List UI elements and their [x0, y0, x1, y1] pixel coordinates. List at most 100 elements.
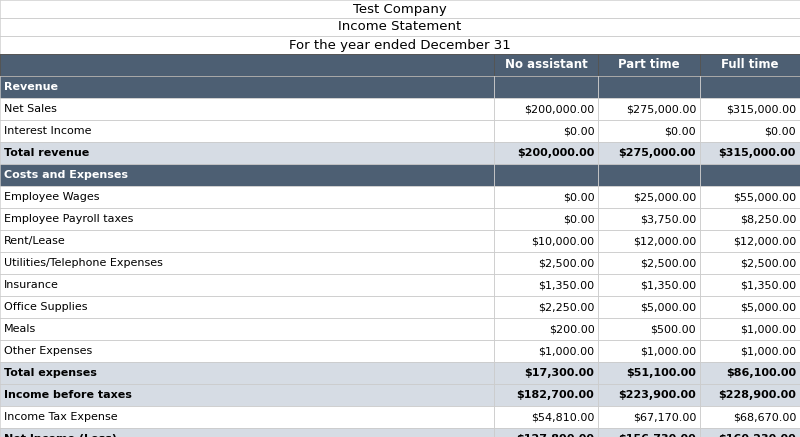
- Bar: [700, 428, 800, 437]
- Bar: [598, 362, 700, 384]
- Bar: [598, 296, 700, 318]
- Text: $2,250.00: $2,250.00: [538, 302, 594, 312]
- Bar: [700, 406, 800, 428]
- Text: Office Supplies: Office Supplies: [4, 302, 87, 312]
- Bar: [494, 186, 598, 208]
- Bar: [0, 318, 494, 340]
- Text: $2,500.00: $2,500.00: [538, 258, 594, 268]
- Text: Employee Wages: Employee Wages: [4, 192, 99, 202]
- Text: $160,230.00: $160,230.00: [718, 434, 796, 437]
- Bar: [0, 164, 494, 186]
- Bar: [494, 384, 598, 406]
- Text: $86,100.00: $86,100.00: [726, 368, 796, 378]
- Bar: [700, 296, 800, 318]
- Bar: [0, 76, 494, 98]
- Bar: [700, 54, 800, 76]
- Bar: [598, 406, 700, 428]
- Bar: [598, 98, 700, 120]
- Text: No assistant: No assistant: [505, 59, 587, 72]
- Text: $0.00: $0.00: [664, 126, 696, 136]
- Bar: [0, 384, 494, 406]
- Text: Employee Payroll taxes: Employee Payroll taxes: [4, 214, 134, 224]
- Text: Net Sales: Net Sales: [4, 104, 57, 114]
- Text: $200,000.00: $200,000.00: [517, 148, 594, 158]
- Bar: [494, 428, 598, 437]
- Text: $0.00: $0.00: [764, 126, 796, 136]
- Text: $2,500.00: $2,500.00: [740, 258, 796, 268]
- Bar: [700, 76, 800, 98]
- Bar: [598, 274, 700, 296]
- Text: Interest Income: Interest Income: [4, 126, 91, 136]
- Text: $182,700.00: $182,700.00: [517, 390, 594, 400]
- Text: $51,100.00: $51,100.00: [626, 368, 696, 378]
- Bar: [598, 164, 700, 186]
- Text: $1,000.00: $1,000.00: [740, 324, 796, 334]
- Bar: [700, 186, 800, 208]
- Text: $68,670.00: $68,670.00: [733, 412, 796, 422]
- Text: Test Company: Test Company: [353, 3, 447, 15]
- Text: $315,000.00: $315,000.00: [718, 148, 796, 158]
- Bar: [700, 142, 800, 164]
- Bar: [494, 296, 598, 318]
- Text: $1,350.00: $1,350.00: [538, 280, 594, 290]
- Bar: [0, 230, 494, 252]
- Bar: [700, 252, 800, 274]
- Text: $200.00: $200.00: [549, 324, 594, 334]
- Bar: [0, 208, 494, 230]
- Text: $5,000.00: $5,000.00: [640, 302, 696, 312]
- Bar: [494, 274, 598, 296]
- Bar: [700, 230, 800, 252]
- Text: $1,000.00: $1,000.00: [740, 346, 796, 356]
- Bar: [598, 54, 700, 76]
- Text: Meals: Meals: [4, 324, 36, 334]
- Bar: [598, 208, 700, 230]
- Text: Total revenue: Total revenue: [4, 148, 90, 158]
- Text: $228,900.00: $228,900.00: [718, 390, 796, 400]
- Bar: [598, 252, 700, 274]
- Bar: [494, 54, 598, 76]
- Bar: [700, 98, 800, 120]
- Bar: [494, 318, 598, 340]
- Text: $1,350.00: $1,350.00: [740, 280, 796, 290]
- Text: Net Income (Loss): Net Income (Loss): [4, 434, 117, 437]
- Text: $55,000.00: $55,000.00: [733, 192, 796, 202]
- Bar: [598, 142, 700, 164]
- Text: Insurance: Insurance: [4, 280, 59, 290]
- Text: Other Expenses: Other Expenses: [4, 346, 92, 356]
- Bar: [0, 362, 494, 384]
- Bar: [494, 142, 598, 164]
- Bar: [700, 208, 800, 230]
- Text: $315,000.00: $315,000.00: [726, 104, 796, 114]
- Bar: [700, 340, 800, 362]
- Text: Income before taxes: Income before taxes: [4, 390, 132, 400]
- Bar: [0, 98, 494, 120]
- Bar: [700, 384, 800, 406]
- Text: $0.00: $0.00: [562, 192, 594, 202]
- Text: Costs and Expenses: Costs and Expenses: [4, 170, 128, 180]
- Bar: [0, 252, 494, 274]
- Text: $500.00: $500.00: [650, 324, 696, 334]
- Bar: [494, 76, 598, 98]
- Bar: [0, 120, 494, 142]
- Bar: [494, 406, 598, 428]
- Bar: [494, 208, 598, 230]
- Text: $0.00: $0.00: [562, 126, 594, 136]
- Bar: [700, 318, 800, 340]
- Text: $10,000.00: $10,000.00: [531, 236, 594, 246]
- Bar: [0, 36, 800, 54]
- Text: Revenue: Revenue: [4, 82, 58, 92]
- Bar: [598, 120, 700, 142]
- Bar: [598, 230, 700, 252]
- Bar: [494, 164, 598, 186]
- Bar: [494, 340, 598, 362]
- Bar: [0, 142, 494, 164]
- Bar: [0, 340, 494, 362]
- Bar: [598, 384, 700, 406]
- Bar: [598, 318, 700, 340]
- Bar: [0, 0, 800, 18]
- Text: $200,000.00: $200,000.00: [524, 104, 594, 114]
- Bar: [0, 428, 494, 437]
- Bar: [700, 164, 800, 186]
- Text: Utilities/Telephone Expenses: Utilities/Telephone Expenses: [4, 258, 163, 268]
- Text: Full time: Full time: [722, 59, 778, 72]
